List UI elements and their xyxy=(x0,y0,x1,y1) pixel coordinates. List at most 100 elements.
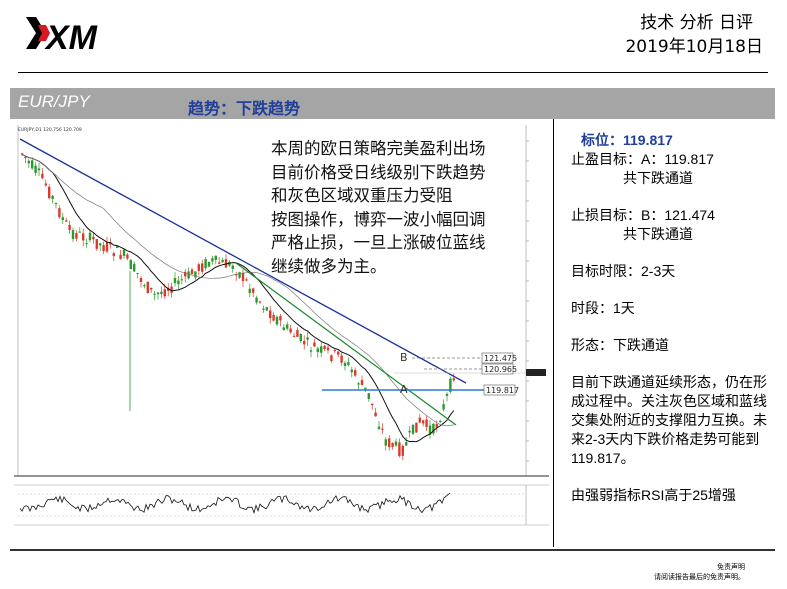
candle-body xyxy=(207,261,211,267)
candle-body xyxy=(58,208,61,218)
candle-body xyxy=(415,422,418,433)
candle-body xyxy=(48,186,51,199)
analysis-panel: 标位：119.817 止盈目标：A：119.817 共下跌通道 止损目标：B：1… xyxy=(571,131,776,505)
candle-body xyxy=(235,274,238,276)
moving-average-slow xyxy=(21,154,454,427)
take-profit-note: 共下跌通道 xyxy=(623,170,693,186)
analysis-description: 目前下跌通道延续形态，仍在形成过程中。关注灰色区域和蓝线交集处附近的支撑阻力互换… xyxy=(571,374,767,466)
take-profit-target: 止盈目标：A：119.817 xyxy=(571,151,714,167)
candle-body xyxy=(119,254,122,259)
moving-average-line xyxy=(21,153,455,443)
stop-loss-note: 共下跌通道 xyxy=(623,226,693,242)
candle-body xyxy=(422,420,425,424)
candle-body xyxy=(241,272,245,282)
target-price: 标位：119.817 xyxy=(581,132,673,148)
candle-body xyxy=(411,424,415,434)
report-title: 技术 分析 日评 xyxy=(640,13,753,33)
currency-pair: EUR/JPY xyxy=(18,92,90,111)
candle-body xyxy=(150,287,153,290)
candle-body xyxy=(37,168,41,171)
candle-body xyxy=(173,278,177,284)
candle-body xyxy=(432,423,435,434)
candle-body xyxy=(377,426,381,429)
candle-body xyxy=(228,261,231,266)
candle-body xyxy=(340,355,343,363)
candle-body xyxy=(289,328,292,333)
candle-body xyxy=(428,425,432,435)
candle-body xyxy=(381,428,384,430)
disclaimer: 免责声明 请阅读报告最后的免责声明。 xyxy=(654,562,745,582)
report-date: 2019年10月18日 xyxy=(625,37,763,57)
candle-body xyxy=(425,419,428,427)
candle-body xyxy=(211,258,214,262)
candle-body xyxy=(68,224,71,231)
footer-divider xyxy=(10,549,775,551)
candle-body xyxy=(262,308,265,310)
rsi-line xyxy=(19,492,451,515)
candle-body xyxy=(337,351,340,355)
chart-header-text: EURJPY,D1 120.756 120.709 xyxy=(18,127,82,133)
candle-body xyxy=(184,271,187,277)
trend-label: 趋势：下跌趋势 xyxy=(188,99,301,118)
candle-body xyxy=(269,310,272,319)
candle-body xyxy=(255,297,258,303)
price-label-119817: 119.817 xyxy=(486,386,519,395)
candle-body xyxy=(122,249,126,256)
candle-body xyxy=(401,445,404,456)
candle-body xyxy=(41,173,44,179)
candle-body xyxy=(180,279,183,281)
candle-body xyxy=(306,337,309,340)
candle-body xyxy=(439,421,442,423)
candle-body xyxy=(177,280,180,285)
candle-body xyxy=(71,230,75,239)
candle-body xyxy=(204,259,207,269)
strategy-line: 继续做多为主。 xyxy=(271,256,387,276)
candle-body xyxy=(347,362,350,366)
candle-body xyxy=(391,442,394,447)
candle-body xyxy=(92,236,95,240)
candle-body xyxy=(75,233,78,239)
candle-body xyxy=(248,288,251,293)
logo-text: XM xyxy=(44,19,98,57)
candle-body xyxy=(309,350,313,352)
candle-body xyxy=(160,291,163,295)
candle-body xyxy=(112,253,115,257)
candle-body xyxy=(133,263,136,272)
candle-body xyxy=(82,233,85,241)
time-period: 时段：1天 xyxy=(571,300,635,316)
candle-body xyxy=(129,259,132,270)
xm-logo: XM xyxy=(20,13,120,57)
candle-body xyxy=(170,286,173,293)
price-label-120965: 120.965 xyxy=(484,365,517,374)
candle-body xyxy=(238,272,241,278)
price-label-121475: 121.475 xyxy=(484,354,517,363)
marker-a: A xyxy=(400,383,408,396)
candle-body xyxy=(442,404,445,410)
candle-body xyxy=(296,330,299,337)
title-band xyxy=(10,88,775,119)
candle-body xyxy=(20,153,24,155)
strategy-line: 按图操作，博弈一波小幅回调 xyxy=(271,209,486,229)
strategy-line: 和灰色区域双重压力受阻 xyxy=(271,186,453,205)
candle-body xyxy=(258,301,262,303)
candle-body xyxy=(194,271,197,278)
candle-body xyxy=(190,269,194,275)
candle-body xyxy=(197,264,200,271)
strategy-note: 本周的欧日策略完美盈利出场 目前价格受日线级别下跌趋势 和灰色区域双重压力受阻 … xyxy=(271,137,541,278)
candle-body xyxy=(85,243,88,245)
candle-body xyxy=(163,289,166,297)
candle-body xyxy=(187,271,190,279)
candle-body xyxy=(252,288,255,293)
candle-body xyxy=(218,262,221,264)
price-chart: EURJPY,D1 120.756 120.709 B A 121.475 12… xyxy=(14,121,549,529)
candle-body xyxy=(146,281,149,294)
candle-body xyxy=(398,442,401,457)
candle-body xyxy=(34,165,37,173)
candle-body xyxy=(292,335,296,337)
candle-body xyxy=(44,183,47,186)
blue-trendline xyxy=(19,138,467,384)
candle-body xyxy=(364,387,367,390)
candle-body xyxy=(65,220,68,222)
candle-body xyxy=(99,243,102,246)
candle-body xyxy=(139,277,143,283)
